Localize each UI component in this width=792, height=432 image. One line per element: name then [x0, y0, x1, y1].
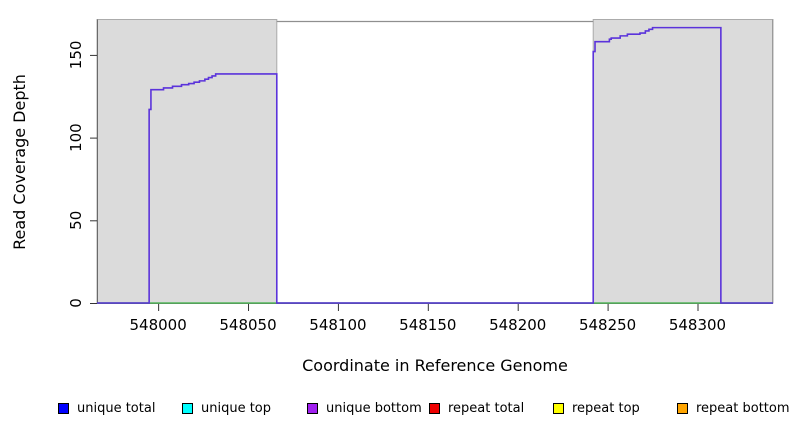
legend-item-repeat-top: repeat top — [553, 397, 640, 419]
unique-total-swatch-icon — [58, 402, 69, 414]
y-tick-label: 0 — [67, 298, 85, 308]
x-tick-label: 548100 — [309, 316, 366, 334]
legend: unique total unique top unique bottom re… — [0, 397, 792, 421]
y-axis-title: Read Coverage Depth — [10, 74, 29, 250]
legend-label: unique total — [77, 400, 156, 416]
y-tick-label: 150 — [67, 41, 85, 70]
x-tick-label: 548150 — [399, 316, 456, 334]
legend-item-repeat-total: repeat total — [429, 397, 524, 419]
y-tick-label: 50 — [67, 211, 85, 230]
x-tick-label: 548050 — [219, 316, 276, 334]
x-tick-label: 548200 — [489, 316, 546, 334]
legend-item-unique-bottom: unique bottom — [307, 397, 422, 419]
legend-label: unique bottom — [326, 400, 422, 416]
x-axis-title: Coordinate in Reference Genome — [302, 356, 568, 375]
x-tick-label: 548000 — [129, 316, 186, 334]
y-tick-label: 100 — [67, 123, 85, 152]
x-tick-label: 548300 — [669, 316, 726, 334]
legend-item-unique-top: unique top — [182, 397, 271, 419]
repeat-total-swatch-icon — [429, 402, 440, 414]
legend-item-repeat-bottom: repeat bottom — [677, 397, 790, 419]
shaded-region — [592, 19, 774, 304]
series-unique-bottom-coverage — [97, 26, 773, 304]
legend-label: repeat top — [572, 400, 640, 416]
repeat-top-swatch-icon — [553, 402, 564, 414]
shaded-region — [96, 19, 278, 304]
unique-bottom-swatch-icon — [307, 402, 318, 414]
legend-label: repeat bottom — [696, 400, 790, 416]
legend-label: unique top — [201, 400, 272, 416]
legend-item-unique-total: unique total — [58, 397, 155, 419]
unique-top-swatch-icon — [182, 402, 193, 414]
legend-label: repeat total — [448, 400, 525, 416]
x-tick-label: 548250 — [579, 316, 636, 334]
repeat-bottom-swatch-icon — [677, 402, 688, 414]
